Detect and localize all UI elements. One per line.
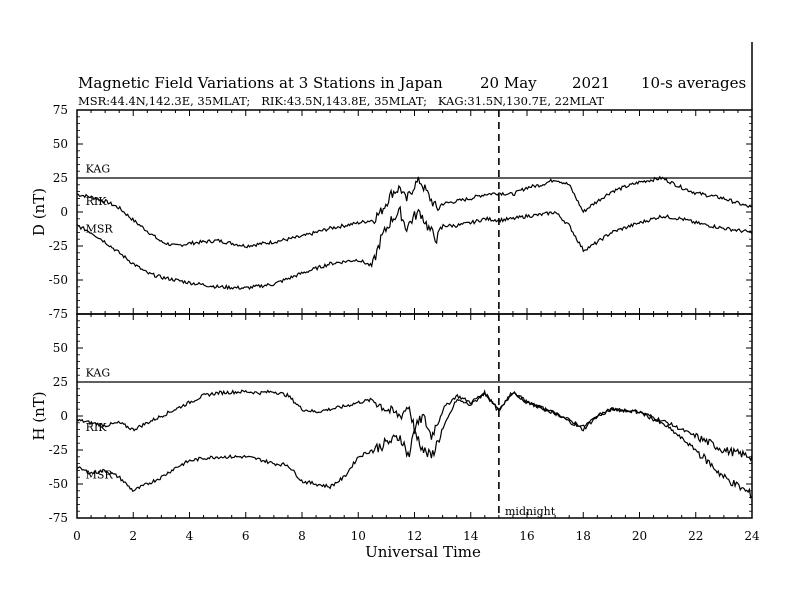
y-tick-label-0-2: 25 (53, 171, 68, 185)
y-tick-label-0-6: -75 (49, 307, 68, 321)
y-tick-label-1-3: 0 (60, 409, 68, 423)
x-tick-label-3: 6 (242, 529, 250, 543)
chart-title-year: 2021 (572, 74, 610, 92)
y-tick-label-1-4: -25 (49, 443, 68, 457)
y-axis-label-1: H (nT) (30, 391, 48, 440)
series-label-msr-0: MSR (86, 222, 114, 235)
chart-subtitle: MSR:44.4N,142.3E, 35MLAT; RIK:43.5N,143.… (78, 94, 604, 108)
chart-title-date: 20 May (480, 74, 537, 92)
y-tick-label-0-1: 50 (53, 137, 68, 151)
chart-title: Magnetic Field Variations at 3 Stations … (78, 74, 443, 92)
x-tick-label-0: 0 (73, 529, 81, 543)
series-line-msr-0 (76, 205, 753, 291)
midnight-annotation: midnight (505, 505, 556, 518)
y-tick-label-1-5: -50 (49, 477, 68, 491)
x-tick-label-9: 18 (576, 529, 591, 543)
series-label-kag-0: KAG (86, 163, 111, 176)
x-tick-label-2: 4 (186, 529, 194, 543)
y-tick-label-0-4: -25 (49, 239, 68, 253)
series-label-msr-1: MSR (86, 469, 114, 482)
series-label-kag-1: KAG (86, 367, 111, 380)
y-tick-label-1-6: -75 (49, 511, 68, 525)
x-tick-label-11: 22 (688, 529, 703, 543)
x-tick-label-5: 10 (351, 529, 366, 543)
x-tick-label-1: 2 (129, 529, 137, 543)
series-line-msr-1 (76, 392, 753, 499)
chart-title-averaging: 10-s averages (641, 74, 746, 92)
y-tick-label-0-5: -50 (49, 273, 68, 287)
y-tick-label-1-2: 25 (53, 375, 68, 389)
series-label-rik-0: RIK (86, 195, 108, 208)
x-tick-label-7: 14 (463, 529, 479, 543)
panels-group: 75 50 25 0 -25 -50 -75 D (nT) KAG RIK MSR 50 25 0 -25 -… (30, 103, 760, 543)
y-tick-label-0-0: 75 (53, 103, 68, 117)
series-line-rik-1 (76, 389, 753, 462)
x-tick-label-12: 24 (744, 529, 760, 543)
x-tick-label-10: 20 (632, 529, 647, 543)
x-axis-label: Universal Time (365, 543, 481, 561)
y-tick-label-0-3: 0 (60, 205, 68, 219)
y-tick-label-1-1: 50 (53, 341, 68, 355)
x-tick-label-4: 8 (298, 529, 306, 543)
series-line-rik-0 (77, 175, 753, 249)
panel-frame-1 (76, 313, 753, 519)
y-axis-label-0: D (nT) (30, 188, 48, 236)
x-tick-label-8: 16 (519, 529, 534, 543)
series-label-rik-1: RIK (86, 421, 108, 434)
x-tick-label-6: 12 (407, 529, 422, 543)
